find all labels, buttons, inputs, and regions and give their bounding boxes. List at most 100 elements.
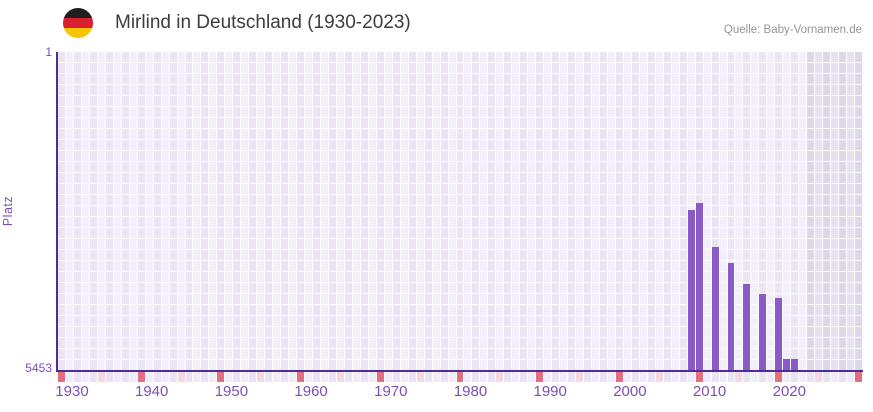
bars-layer [58, 52, 863, 370]
x-tick-cell [89, 372, 97, 382]
x-tick-cell [297, 372, 305, 382]
x-tick-cell [384, 372, 392, 382]
x-tick-cell [289, 372, 297, 382]
x-tick-cell [719, 372, 727, 382]
x-tick-cell [663, 372, 671, 382]
x-tick-cell [257, 372, 265, 382]
y-axis-title: Platz [1, 195, 15, 227]
x-tick-cell [639, 372, 647, 382]
x-tick-cell [416, 372, 424, 382]
x-tick-cell [687, 372, 695, 382]
germany-flag-icon [63, 8, 93, 38]
rank-bar-2022[interactable] [791, 358, 799, 370]
x-tick-label: 2020 [772, 383, 806, 400]
x-tick-cell [671, 372, 679, 382]
x-tick-cell [759, 372, 767, 382]
x-tick-cell [623, 372, 631, 382]
x-tick-cell [647, 372, 655, 382]
x-tick-cell [321, 372, 328, 382]
x-tick-cell [65, 372, 73, 382]
x-tick-label: 1970 [374, 383, 408, 400]
x-tick-cell [265, 372, 273, 382]
x-tick-cell [209, 372, 217, 382]
x-tick-cell [520, 372, 528, 382]
x-tick-cell [799, 372, 807, 382]
x-tick-cell [241, 372, 249, 382]
x-tick-cell [544, 372, 552, 382]
x-tick-cell [488, 372, 496, 382]
x-tick-cell [233, 372, 241, 382]
y-axis-line [56, 52, 58, 372]
x-tick-label: 2010 [692, 383, 727, 400]
x-tick-cell [161, 372, 169, 382]
page-title: Mirlind in Deutschland (1930-2023) [115, 12, 411, 33]
x-tick-cell [815, 372, 823, 382]
x-tick-cell [313, 372, 321, 382]
x-tick-cell [751, 372, 759, 382]
x-tick-cell [831, 372, 839, 382]
x-tick-cell [631, 372, 639, 382]
x-tick-cell [145, 372, 153, 382]
x-tick-cell [767, 372, 775, 382]
x-tick-cell [137, 372, 145, 382]
x-tick-cell [584, 372, 591, 382]
x-tick-cell [73, 372, 81, 382]
x-tick-cell [400, 372, 408, 382]
x-tick-label: 1940 [135, 383, 169, 400]
x-tick-cell [185, 372, 193, 382]
x-tick-cell [113, 372, 121, 382]
x-tick-cell [560, 372, 568, 382]
x-tick-cell [536, 372, 544, 382]
x-tick-cell [456, 372, 464, 382]
x-tick-cell [775, 372, 783, 382]
x-tick-cell [464, 372, 472, 382]
x-tick-cell [217, 372, 225, 382]
x-tick-cell [448, 372, 456, 382]
x-tick-cell [368, 372, 376, 382]
x-tick-cell [344, 372, 352, 382]
rank-bar-2014[interactable] [727, 263, 735, 370]
rank-bar-2010[interactable] [695, 203, 703, 370]
x-tick-cell [440, 372, 448, 382]
x-tick-cell [727, 372, 735, 382]
x-tick-label: 1960 [294, 383, 328, 400]
x-tick-cell [177, 372, 185, 382]
x-tick-label: 1990 [533, 383, 567, 400]
x-tick-cell [273, 372, 281, 382]
x-tick-cell [336, 372, 344, 382]
x-axis-labels: 1930 1940 1950 1960 1970 1980 1990 2000 2010 2020 [55, 383, 863, 403]
x-tick-cell [592, 372, 599, 382]
x-tick-cell [201, 372, 209, 382]
x-tick-cell [225, 372, 233, 382]
x-tick-cell [376, 372, 384, 382]
rank-bar-2016[interactable] [743, 284, 751, 370]
x-tick-cell [58, 372, 65, 382]
x-tick-cell [129, 372, 137, 382]
x-tick-cell [305, 372, 313, 382]
x-tick-cell [607, 372, 615, 382]
x-tick-cell [193, 372, 201, 382]
plot-area [58, 52, 863, 370]
x-tick-cell [655, 372, 663, 382]
y-axis-min-label: 5453 [25, 361, 52, 375]
x-tick-cell [512, 372, 520, 382]
x-tick-cell [735, 372, 743, 382]
x-tick-cell [328, 372, 336, 382]
rank-bar-2012[interactable] [711, 246, 719, 370]
x-tick-label: 1930 [55, 383, 89, 400]
y-axis-max-label: 1 [45, 45, 52, 59]
x-tick-cell [679, 372, 687, 382]
x-tick-cell [105, 372, 113, 382]
rank-bar-2020[interactable] [775, 298, 783, 370]
x-tick-cell [743, 372, 751, 382]
rank-bar-2009[interactable] [687, 210, 695, 370]
x-tick-cell [599, 372, 607, 382]
x-tick-cell [783, 372, 791, 382]
rank-bar-2018[interactable] [759, 293, 767, 370]
x-tick-cell [472, 372, 480, 382]
x-tick-cell [169, 372, 177, 382]
rank-bar-2021[interactable] [783, 358, 791, 370]
x-tick-cell [855, 372, 862, 382]
x-axis-line [56, 370, 863, 372]
